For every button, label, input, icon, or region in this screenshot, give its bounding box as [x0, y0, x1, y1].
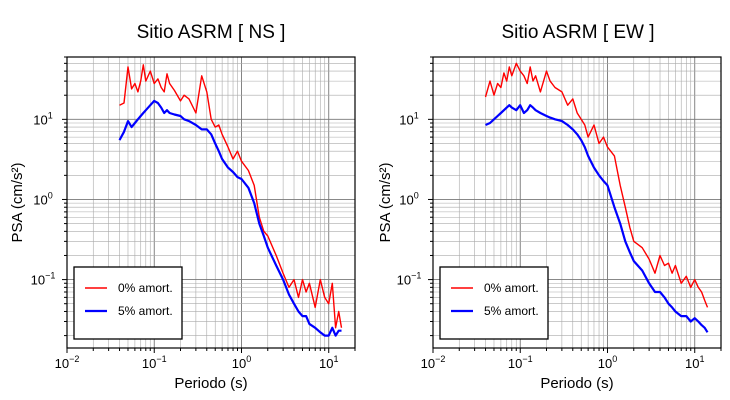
chart-1-y-tick-label: 100 — [399, 190, 418, 207]
chart-0-y-axis-label: PSA (cm/s²) — [9, 162, 26, 242]
chart-1-plot-frame — [432, 56, 722, 349]
chart-0-y-tick-label: 10−1 — [31, 271, 56, 288]
chart-0-x-tick-label: 100 — [232, 354, 251, 371]
chart-0-legend-label: 0% amort. — [118, 281, 173, 295]
chart-panel-ns: 10−2 10−1 100 101 10−1 100 101 0% amort. 5% amor… — [9, 22, 356, 392]
chart-0-series-amort-0 — [119, 64, 343, 329]
chart-0-series-amort-5 — [118, 99, 342, 337]
chart-0-x-tick-label: 10−1 — [142, 354, 167, 371]
chart-panel-ew: 10−2 10−1 100 101 10−1 100 101 0% amort. 5% amor… — [377, 22, 722, 392]
chart-1-y-tick-label: 10−1 — [397, 271, 422, 288]
chart-0-legend-box — [73, 266, 183, 340]
chart-0-legend: 0% amort. 5% amort. — [73, 266, 183, 340]
chart-1-x-tick-label: 101 — [685, 354, 704, 371]
chart-1-y-axis-label: PSA (cm/s²) — [377, 162, 394, 242]
chart-0-y-tick-label: 100 — [33, 190, 52, 207]
chart-0-title: Sitio ASRM [ NS ] — [137, 22, 286, 43]
chart-1-series-amort-0 — [484, 62, 709, 308]
chart-1-legend: 0% amort. 5% amort. — [439, 266, 549, 340]
chart-0-plot-frame — [66, 56, 356, 349]
chart-1-x-tick-label: 10−2 — [421, 354, 446, 371]
chart-1-legend-label: 0% amort. — [484, 281, 539, 295]
chart-1-x-tick-label: 10−1 — [508, 354, 533, 371]
chart-0-x-axis-label: Periodo (s) — [174, 375, 247, 392]
chart-1-title: Sitio ASRM [ EW ] — [501, 22, 654, 43]
chart-0-x-tick-label: 10−2 — [55, 354, 80, 371]
chart-1-legend-box — [439, 266, 549, 340]
chart-1-series-amort-5 — [485, 104, 709, 333]
chart-1-y-tick-label: 101 — [399, 110, 418, 127]
chart-1-x-tick-label: 100 — [598, 354, 617, 371]
chart-1-x-axis-label: Periodo (s) — [540, 375, 613, 392]
chart-0-x-tick-label: 101 — [319, 354, 338, 371]
chart-1-legend-label: 5% amort. — [484, 304, 539, 318]
chart-0-legend-label: 5% amort. — [118, 304, 173, 318]
chart-0-y-tick-label: 101 — [33, 110, 52, 127]
